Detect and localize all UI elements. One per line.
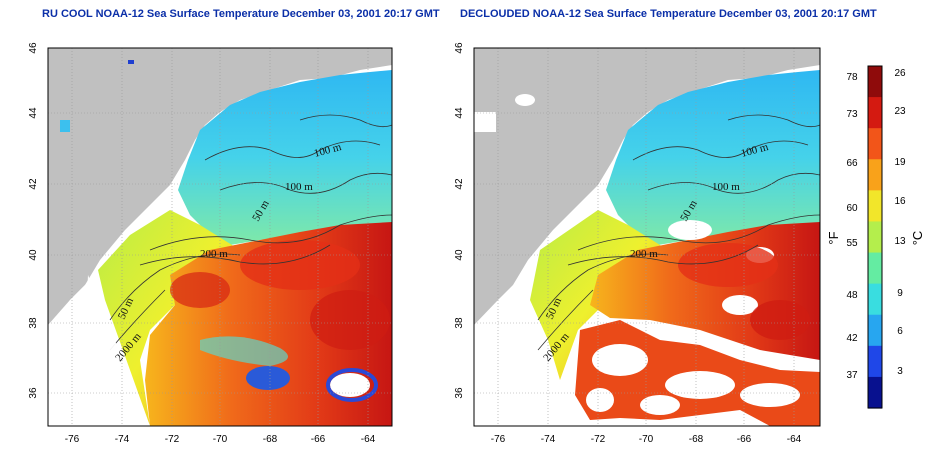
left-panel-title: RU COOL NOAA-12 Sea Surface Temperature … [42,8,440,20]
contour-label: 200 m [630,248,658,260]
y-tick: 44 [454,107,465,119]
x-tick: -66 [737,434,752,445]
land-mass [48,48,392,325]
y-tick: 36 [28,387,39,399]
celsius-scale: 26 23 19 16 13 9 6 3 °C [894,68,925,377]
colorbar-segment [868,190,882,223]
x-tick: -70 [213,434,228,445]
colorbar-ramp [868,66,882,409]
x-tick: -76 [65,434,80,445]
fahrenheit-tick: 60 [846,203,858,214]
x-tick: -72 [591,434,606,445]
left-y-axis: 36 38 40 42 44 46 [28,42,39,399]
y-tick: 38 [28,317,39,329]
colorbar-segment [868,97,882,129]
colorbar-frame [867,65,883,409]
right-x-axis: -76 -74 -72 -70 -68 -66 -64 [491,434,802,445]
colorbar-segment [868,345,882,378]
bathymetry-contours [537,114,820,351]
fahrenheit-tick: 73 [846,109,858,120]
colorbar-segment [868,159,882,191]
celsius-label: °C [910,231,925,246]
contour-label: 200 m [200,248,228,260]
y-tick: 44 [28,107,39,119]
x-tick: -74 [541,434,556,445]
colorbar-segment [868,314,882,347]
celsius-tick: 3 [897,366,903,377]
x-tick: -68 [263,434,278,445]
celsius-tick: 9 [897,288,903,299]
left-map: 100 m 100 m 50 m 200 m 50 m 2000 m -76 -… [28,42,393,445]
celsius-tick: 16 [894,196,906,207]
y-tick: 46 [454,42,465,54]
colorbar: 78 73 66 60 55 48 42 37 °F 26 23 19 16 1… [826,65,925,409]
fahrenheit-scale: 78 73 66 60 55 48 42 37 °F [826,72,858,381]
contour-label: 100 m [712,181,740,193]
x-tick: -72 [165,434,180,445]
y-tick: 42 [454,178,465,190]
contour-label: 100 m [285,181,313,193]
celsius-tick: 26 [894,68,906,79]
celsius-tick: 23 [894,106,906,117]
y-tick: 46 [28,42,39,54]
celsius-tick: 19 [894,157,906,168]
colorbar-segment [868,283,882,316]
fahrenheit-tick: 37 [846,370,858,381]
right-map: 100 m 100 m 50 m 200 m 50 m 2000 m -76 -… [454,42,821,445]
fahrenheit-tick: 78 [846,72,858,83]
y-tick: 38 [454,317,465,329]
colorbar-segment [868,252,882,285]
right-graticule [474,48,820,426]
x-tick: -68 [689,434,704,445]
y-tick: 36 [454,387,465,399]
fahrenheit-tick: 55 [846,238,858,249]
right-panel-title: DECLOUDED NOAA-12 Sea Surface Temperatur… [460,8,877,20]
y-tick: 40 [454,249,465,261]
x-tick: -70 [639,434,654,445]
colorbar-segment [868,66,882,98]
land-mass [474,48,820,325]
colorbar-segment [868,128,882,160]
fahrenheit-tick: 42 [846,333,858,344]
fahrenheit-label: °F [826,231,841,244]
cold-feature [246,366,290,390]
celsius-tick: 13 [894,236,906,247]
x-tick: -64 [361,434,376,445]
colorbar-segment [868,376,882,409]
x-tick: -66 [311,434,326,445]
right-y-axis: 36 38 40 42 44 46 [454,42,465,399]
cool-water [178,70,392,245]
x-tick: -74 [115,434,130,445]
y-tick: 42 [28,178,39,190]
celsius-tick: 6 [897,326,903,337]
cloud-mask [474,94,800,415]
fahrenheit-tick: 48 [846,290,858,301]
x-tick: -76 [491,434,506,445]
colorbar-segment [868,221,882,254]
left-graticule [48,48,392,426]
fahrenheit-tick: 66 [846,158,858,169]
y-tick: 40 [28,249,39,261]
cool-water [606,70,820,245]
left-x-axis: -76 -74 -72 -70 -68 -66 -64 [65,434,376,445]
x-tick: -64 [787,434,802,445]
